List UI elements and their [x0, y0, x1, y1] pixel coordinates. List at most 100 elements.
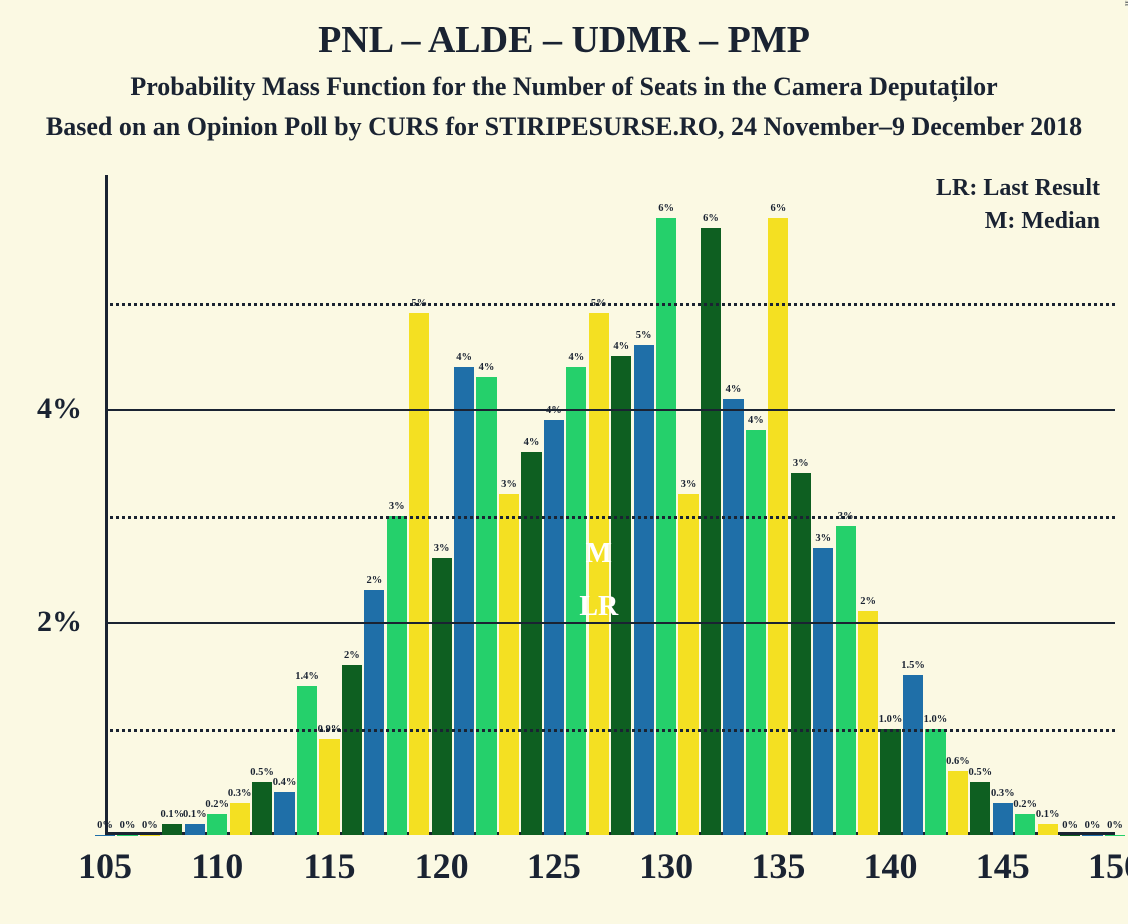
bar-value-label: 2% — [860, 596, 876, 607]
bar-value-label: 4% — [748, 415, 764, 426]
bar — [499, 494, 519, 835]
subtitle: Probability Mass Function for the Number… — [0, 72, 1128, 102]
bar-value-label: 0.1% — [161, 809, 185, 820]
x-axis-tick-label: 125 — [527, 845, 581, 887]
bar-value-label: 1.0% — [924, 714, 948, 725]
x-axis-tick-label: 105 — [78, 845, 132, 887]
bar — [768, 218, 788, 835]
x-axis-tick-label: 145 — [976, 845, 1030, 887]
bar — [117, 835, 137, 836]
bar — [970, 782, 990, 835]
bar-value-label: 0.6% — [946, 756, 970, 767]
bar — [454, 367, 474, 835]
bar-value-label: 0.5% — [250, 767, 274, 778]
bar-value-label: 4% — [726, 384, 742, 395]
bar-value-label: 6% — [658, 203, 674, 214]
bar — [1082, 835, 1102, 836]
bar-value-label: 4% — [479, 362, 495, 373]
bar-value-label: 4% — [568, 352, 584, 363]
gridline-minor — [105, 303, 1115, 306]
main-title: PNL – ALDE – UDMR – PMP — [0, 18, 1128, 62]
bar-value-label: 0.1% — [183, 809, 207, 820]
bar-value-label: 0.5% — [969, 767, 993, 778]
x-axis-tick-label: 115 — [303, 845, 355, 887]
bar-value-label: 1.4% — [295, 671, 319, 682]
bar — [1015, 814, 1035, 835]
bar — [162, 824, 182, 835]
bar — [925, 729, 945, 835]
bar-value-label: 0% — [1107, 820, 1123, 831]
bar-value-label: 4% — [456, 352, 472, 363]
bar — [409, 313, 429, 835]
bar-value-label: 0% — [1085, 820, 1101, 831]
bar — [140, 835, 160, 836]
bar-value-label: 0% — [120, 820, 136, 831]
bar-value-label: 0.4% — [273, 777, 297, 788]
bar-value-label: 4% — [524, 437, 540, 448]
bar-value-label: 4% — [613, 341, 629, 352]
bar-value-label: 1.0% — [879, 714, 903, 725]
bar — [791, 473, 811, 835]
bar-value-label: 0.3% — [228, 788, 252, 799]
x-axis-tick-label: 120 — [415, 845, 469, 887]
bar — [476, 377, 496, 835]
bar-value-label: 0.2% — [205, 799, 229, 810]
gridline-minor — [105, 516, 1115, 519]
bar — [387, 516, 407, 835]
bar — [364, 590, 384, 835]
bar-value-label: 0.3% — [991, 788, 1015, 799]
plot-area: LR: Last Result M: Median 0%0%0%0.1%0.1%… — [105, 175, 1115, 835]
bar-value-label: 0% — [142, 820, 158, 831]
bar — [746, 430, 766, 835]
bar — [95, 835, 115, 836]
bar-value-label: 3% — [389, 501, 405, 512]
bar — [903, 675, 923, 835]
median-m-label: M — [586, 538, 612, 570]
bar — [813, 548, 833, 835]
title-block: PNL – ALDE – UDMR – PMP Probability Mass… — [0, 0, 1128, 142]
gridline-major — [105, 409, 1115, 411]
bar — [836, 526, 856, 835]
bar-value-label: 3% — [501, 479, 517, 490]
bar — [858, 611, 878, 835]
bar — [432, 558, 452, 835]
x-axis-tick-label: 140 — [864, 845, 918, 887]
bar-value-label: 2% — [344, 650, 360, 661]
median-lr-label: LR — [579, 591, 618, 623]
bar — [297, 686, 317, 835]
bar-value-label: 5% — [636, 330, 652, 341]
bar-value-label: 1.5% — [901, 660, 925, 671]
bar-value-label: 0.2% — [1013, 799, 1037, 810]
bar — [342, 665, 362, 835]
bar — [880, 729, 900, 835]
copyright-text: © 2020 Filip van Laenen — [1122, 0, 1128, 6]
bar — [948, 771, 968, 835]
bar — [1038, 824, 1058, 835]
bar-value-label: 6% — [703, 213, 719, 224]
bar — [701, 228, 721, 835]
bar — [185, 824, 205, 835]
bar-value-label: 2% — [366, 575, 382, 586]
bar — [723, 399, 743, 835]
bar — [230, 803, 250, 835]
bar — [993, 803, 1013, 835]
bar — [1060, 835, 1080, 836]
bar-value-label: 0.1% — [1036, 809, 1060, 820]
gridline-minor — [105, 729, 1115, 732]
bar — [634, 345, 654, 835]
bar — [319, 739, 339, 835]
bars-area: 0%0%0%0.1%0.1%0.2%0.3%0.5%0.4%1.4%0.9%2%… — [105, 175, 1115, 835]
x-axis-tick-label: 130 — [639, 845, 693, 887]
bar — [1105, 835, 1125, 836]
bar-value-label: 3% — [434, 543, 450, 554]
bar — [521, 452, 541, 835]
bar — [207, 814, 227, 835]
y-axis-tick-label: 4% — [37, 392, 82, 426]
bar-value-label: 3% — [793, 458, 809, 469]
bar-value-label: 0% — [1062, 820, 1078, 831]
subtitle2: Based on an Opinion Poll by CURS for STI… — [0, 112, 1128, 142]
bar — [589, 313, 609, 835]
bar — [274, 792, 294, 835]
x-axis-tick-label: 135 — [751, 845, 805, 887]
bar-value-label: 3% — [681, 479, 697, 490]
